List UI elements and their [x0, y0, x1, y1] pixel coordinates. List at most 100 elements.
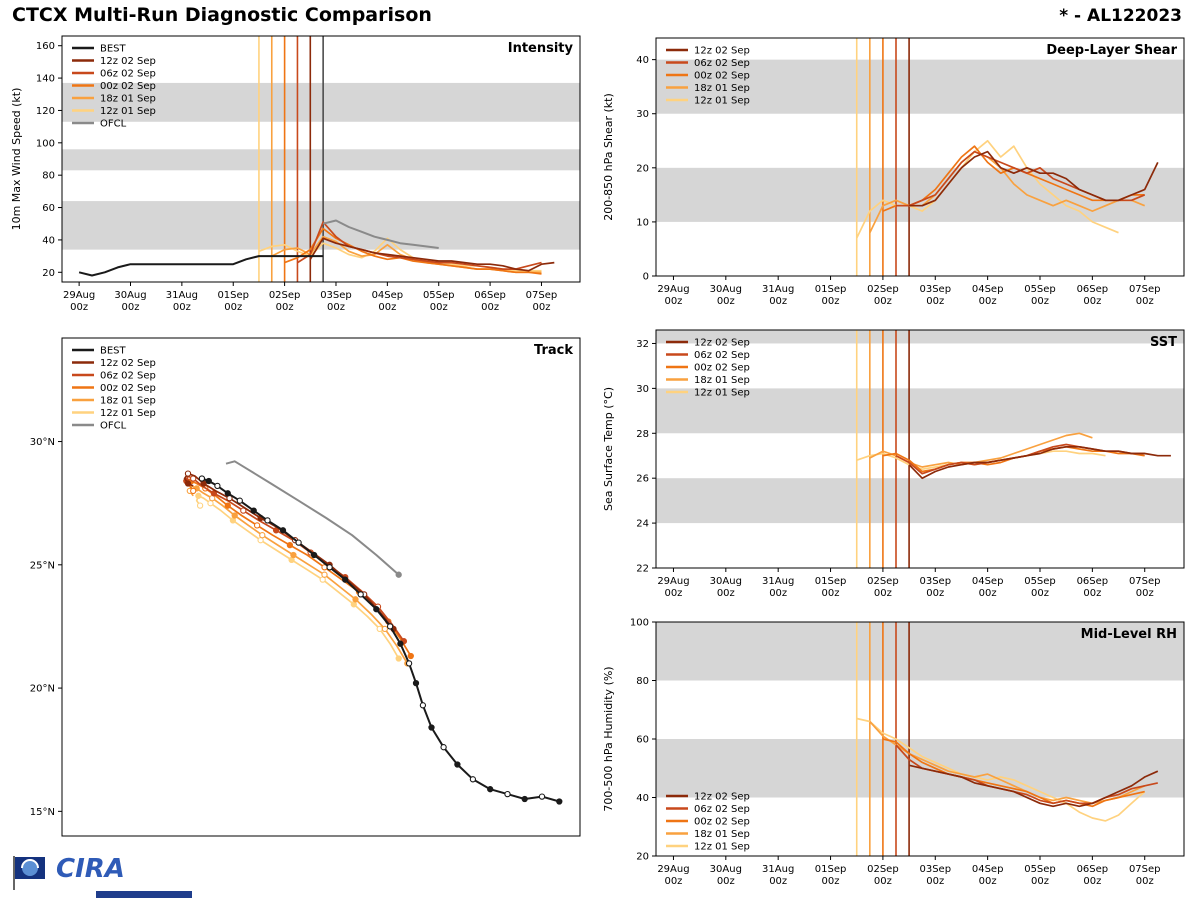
svg-text:31Aug: 31Aug [762, 576, 794, 587]
svg-text:25°N: 25°N [30, 560, 55, 571]
legend-label-m00z02sep: 00z 02 Sep [694, 817, 750, 828]
intensity-figure: 29Aug00z30Aug00z31Aug00z01Sep00z02Sep00z… [10, 35, 581, 313]
legend-label-m18z01sep: 18z 01 Sep [694, 375, 750, 386]
track-map: 15°N 20°N 25°N 30°N Track BEST 12z 02 Sep 06z 0… [6, 330, 588, 852]
legend-label-m12z02sep: 12z 02 Sep [694, 338, 750, 349]
series-m06z02sep [185, 475, 405, 642]
series-m06z02sep [297, 221, 542, 270]
svg-text:00z: 00z [664, 588, 682, 599]
sst-chart: 29Aug 00z 30Aug 00z 31Aug 00z 01Sep 00z 02Sep 00z… [598, 322, 1194, 612]
svg-text:10: 10 [636, 217, 649, 228]
svg-text:20°N: 20°N [30, 684, 55, 695]
svg-text:07Sep: 07Sep [526, 290, 558, 301]
svg-text:00z: 00z [1083, 588, 1101, 599]
series-m06z02sep [895, 443, 1145, 475]
svg-text:15°N: 15°N [30, 807, 55, 818]
svg-text:04Sep: 04Sep [972, 576, 1004, 587]
svg-text:05Sep: 05Sep [1024, 864, 1056, 875]
svg-text:100: 100 [36, 138, 55, 149]
svg-text:00z: 00z [717, 296, 735, 307]
svg-text:00z: 00z [926, 876, 944, 887]
svg-text:03Sep: 03Sep [919, 576, 951, 587]
svg-text:05Sep: 05Sep [1024, 576, 1056, 587]
svg-text:80: 80 [42, 171, 55, 182]
rh-figure: 29Aug00z30Aug00z31Aug00z01Sep00z02Sep00z… [602, 618, 1185, 887]
svg-text:20: 20 [636, 852, 649, 863]
legend-label-m12z02sep: 12z 02 Sep [694, 46, 750, 57]
svg-text:06Sep: 06Sep [1077, 284, 1109, 295]
svg-text:31Aug: 31Aug [762, 284, 794, 295]
storm-id: * - AL122023 [1059, 6, 1182, 26]
cira-logo-text: CIRA [56, 854, 125, 884]
page-title: CTCX Multi-Run Diagnostic Comparison [12, 4, 432, 26]
svg-text:00z: 00z [769, 588, 787, 599]
legend-label-m12z01sep: 12z 01 Sep [100, 408, 156, 419]
svg-text:06Sep: 06Sep [1077, 576, 1109, 587]
svg-text:06Sep: 06Sep [474, 290, 506, 301]
svg-text:03Sep: 03Sep [919, 864, 951, 875]
legend-label-m18z01sep: 18z 01 Sep [694, 83, 750, 94]
series-m12z02sep [908, 445, 1171, 480]
svg-text:00z: 00z [70, 302, 88, 313]
svg-text:07Sep: 07Sep [1129, 864, 1161, 875]
series-m18z01sep [869, 720, 1146, 805]
svg-text:00z: 00z [532, 302, 550, 313]
legend-label-ofcl: OFCL [100, 119, 127, 130]
svg-text:07Sep: 07Sep [1129, 576, 1161, 587]
svg-text:00z: 00z [1136, 876, 1154, 887]
svg-text:40: 40 [42, 235, 55, 246]
svg-text:00z: 00z [1136, 588, 1154, 599]
svg-text:03Sep: 03Sep [320, 290, 352, 301]
svg-text:28: 28 [636, 429, 649, 440]
footer-bar [96, 891, 192, 898]
series-m12z01sep [195, 494, 400, 659]
legend-label-m12z01sep: 12z 01 Sep [694, 388, 750, 399]
intensity-panel-title: Intensity [508, 41, 574, 56]
svg-text:30: 30 [636, 109, 649, 120]
svg-text:32: 32 [636, 339, 649, 350]
svg-text:01Sep: 01Sep [815, 864, 847, 875]
rh-panel-title: Mid-Level RH [1081, 627, 1177, 642]
series-m12z02sep [909, 150, 1159, 207]
legend-label-m18z01sep: 18z 01 Sep [100, 396, 156, 407]
svg-text:30Aug: 30Aug [710, 864, 742, 875]
svg-text:00z: 00z [822, 876, 840, 887]
svg-text:00z: 00z [1136, 296, 1154, 307]
legend-label-m06z02sep: 06z 02 Sep [694, 350, 750, 361]
svg-text:00z: 00z [769, 876, 787, 887]
legend-label-m06z02sep: 06z 02 Sep [100, 69, 156, 80]
svg-text:29Aug: 29Aug [63, 290, 95, 301]
svg-text:20: 20 [42, 268, 55, 279]
svg-text:29Aug: 29Aug [657, 284, 689, 295]
legend-label-m06z02sep: 06z 02 Sep [694, 58, 750, 69]
svg-text:10m Max Wind Speed (kt): 10m Max Wind Speed (kt) [10, 88, 23, 231]
svg-text:30Aug: 30Aug [114, 290, 146, 301]
svg-text:24: 24 [636, 519, 649, 530]
svg-text:00z: 00z [979, 296, 997, 307]
svg-text:04Sep: 04Sep [372, 290, 404, 301]
svg-text:00z: 00z [276, 302, 294, 313]
legend-label-ofcl: OFCL [100, 421, 127, 432]
svg-text:40: 40 [636, 793, 649, 804]
legend-label-m12z02sep: 12z 02 Sep [100, 56, 156, 67]
svg-text:05Sep: 05Sep [423, 290, 455, 301]
legend-label-m12z02sep: 12z 02 Sep [100, 358, 156, 369]
svg-text:200-850 hPa Shear (kt): 200-850 hPa Shear (kt) [602, 93, 615, 221]
svg-text:02Sep: 02Sep [867, 284, 899, 295]
svg-text:00z: 00z [874, 296, 892, 307]
svg-text:00z: 00z [327, 302, 345, 313]
mid-level-rh-chart: 29Aug 00z 30Aug 00z 31Aug 00z 01Sep 00z 02Sep 00z… [598, 614, 1194, 900]
legend-label-m06z02sep: 06z 02 Sep [694, 804, 750, 815]
svg-text:30: 30 [636, 384, 649, 395]
svg-text:00z: 00z [664, 296, 682, 307]
svg-text:29Aug: 29Aug [657, 864, 689, 875]
cira-flag-icon [13, 856, 45, 890]
svg-text:00z: 00z [224, 302, 242, 313]
svg-text:00z: 00z [874, 876, 892, 887]
svg-text:30Aug: 30Aug [710, 284, 742, 295]
svg-text:40: 40 [636, 55, 649, 66]
svg-text:22: 22 [636, 564, 649, 575]
svg-text:00z: 00z [481, 302, 499, 313]
svg-text:00z: 00z [979, 876, 997, 887]
